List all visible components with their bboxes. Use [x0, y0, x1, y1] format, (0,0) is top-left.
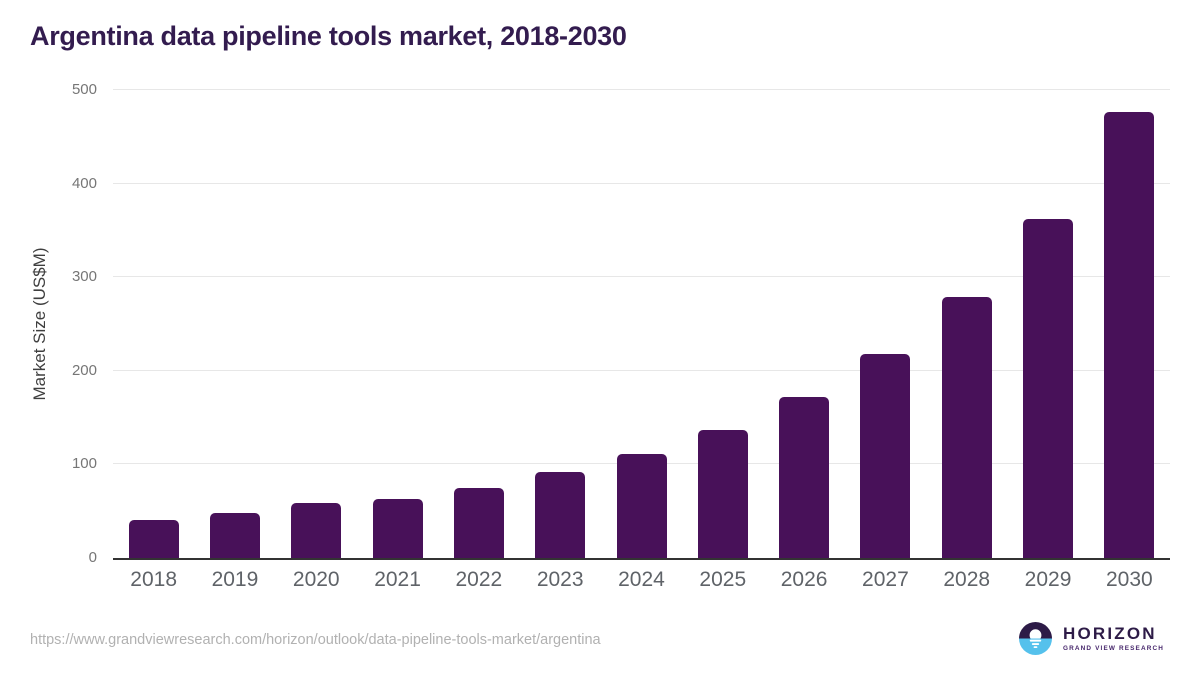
bar-2023 — [535, 471, 586, 558]
y-axis-tick-labels: 0 100 200 300 400 500 — [0, 81, 97, 566]
bar-2022 — [453, 487, 504, 558]
y-tick-label-500: 500 — [71, 81, 97, 98]
x-tick-label-2026: 2026 — [780, 568, 828, 591]
chart-title: Argentina data pipeline tools market, 20… — [30, 21, 627, 51]
gridline-300 — [113, 276, 1170, 278]
bar-2020 — [291, 502, 342, 558]
bar-2029 — [1023, 219, 1074, 558]
gridline-500 — [113, 89, 1170, 90]
bar-2024 — [616, 454, 667, 558]
bar-2026 — [779, 397, 830, 558]
y-tick-label-100: 100 — [71, 455, 97, 473]
x-tick-label-2019: 2019 — [211, 568, 259, 591]
y-tick-label-200: 200 — [71, 361, 97, 379]
logo-subtitle: GRAND VIEW RESEARCH — [1063, 645, 1165, 652]
bar-2021 — [372, 499, 423, 558]
gridline-400 — [113, 182, 1170, 184]
bar-2025 — [697, 429, 748, 558]
y-tick-label-0: 0 — [88, 549, 97, 566]
x-axis-tick-labels: 2018 2019 2020 2021 2022 2023 2024 2025 2026 2027… — [113, 567, 1170, 595]
bar-2027 — [860, 353, 911, 558]
source-url: https://www.grandviewresearch.com/horizo… — [30, 632, 601, 648]
x-tick-label-2025: 2025 — [699, 568, 747, 591]
x-tick-label-2024: 2024 — [618, 568, 665, 591]
plot-area — [113, 89, 1170, 560]
x-tick-label-2029: 2029 — [1024, 568, 1072, 591]
gridline-200 — [113, 369, 1170, 371]
x-tick-label-2023: 2023 — [536, 568, 584, 591]
y-tick-label-400: 400 — [71, 174, 97, 192]
horizon-sun-icon — [1019, 622, 1052, 655]
x-tick-label-2028: 2028 — [943, 568, 991, 591]
logo-wordmark: HORIZON — [1063, 624, 1157, 643]
logo-text: HORIZON GRAND VIEW RESEARCH — [1063, 625, 1164, 652]
y-tick-label-300: 300 — [71, 268, 97, 286]
x-tick-label-2027: 2027 — [862, 568, 909, 591]
horizon-logo: HORIZON GRAND VIEW RESEARCH — [1019, 622, 1164, 655]
bar-2028 — [941, 296, 992, 558]
x-tick-label-2021: 2021 — [374, 568, 421, 591]
x-tick-label-2020: 2020 — [292, 568, 340, 591]
bar-2018 — [128, 519, 179, 558]
bar-2019 — [209, 513, 260, 558]
bar-2030 — [1104, 111, 1155, 558]
x-tick-label-2030: 2030 — [1105, 568, 1153, 591]
x-tick-label-2022: 2022 — [455, 568, 503, 591]
x-tick-label-2018: 2018 — [130, 568, 177, 591]
